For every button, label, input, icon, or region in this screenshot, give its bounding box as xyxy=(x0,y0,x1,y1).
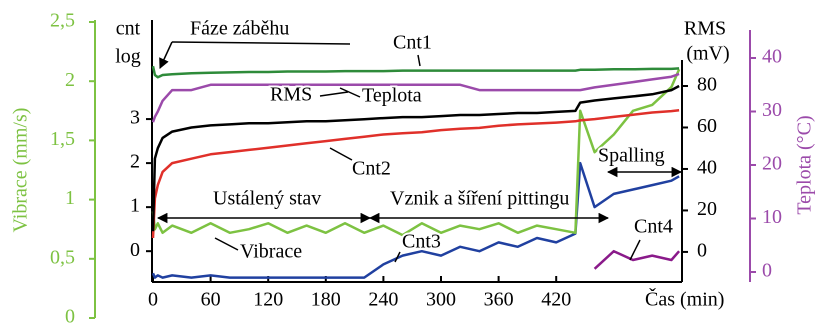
y-tick-label: 40 xyxy=(762,46,782,68)
y-tick-label: 1,5 xyxy=(50,128,75,150)
annotation: Ustálený stav xyxy=(213,188,321,210)
x-tick-label: 180 xyxy=(311,289,341,311)
y-tick-label: 0 xyxy=(65,306,75,324)
series-line xyxy=(151,161,680,279)
y-tick-label: 60 xyxy=(697,115,717,137)
y-tick-label: 0 xyxy=(697,240,707,262)
y-tick-label: 3 xyxy=(130,107,140,129)
y-tick-label: 1 xyxy=(130,195,140,217)
y4-axis-title: Teplota (°C) xyxy=(794,115,816,214)
y-tick-label: 20 xyxy=(762,153,782,175)
annotation-line xyxy=(329,147,353,161)
y-tick-label: 2 xyxy=(130,151,140,173)
x-tick-label: 240 xyxy=(368,289,398,311)
annotation-line xyxy=(319,91,349,97)
annotation: Teplota xyxy=(362,85,422,107)
x-tick-label: 60 xyxy=(201,289,221,311)
annotation: Spalling xyxy=(598,145,665,167)
y-tick-label: 20 xyxy=(697,198,717,220)
annotation: Cnt1 xyxy=(393,32,432,54)
annotation-line xyxy=(417,54,421,67)
annotation-line xyxy=(339,87,361,98)
series-line xyxy=(151,65,680,79)
x-tick-label: 420 xyxy=(541,289,571,311)
annotation-line xyxy=(214,237,239,251)
x-tick-label: 120 xyxy=(253,289,283,311)
y-tick-label: 0 xyxy=(762,260,772,282)
annotation: RMS xyxy=(270,84,312,106)
annotation-line xyxy=(159,41,173,69)
series-line xyxy=(151,109,680,239)
annotation: Cnt2 xyxy=(352,158,391,180)
x-tick-label: 300 xyxy=(426,289,456,311)
series-line xyxy=(151,68,681,237)
annotation-line xyxy=(171,41,351,45)
y-tick-label: 0,5 xyxy=(50,246,75,268)
y-tick-label: 2,5 xyxy=(50,10,75,32)
axes xyxy=(94,20,751,318)
series-line xyxy=(593,249,681,270)
annotation: Cnt4 xyxy=(634,216,673,238)
y-tick-label: 1 xyxy=(65,187,75,209)
annotation: Vznik a šíření pittingu xyxy=(390,188,569,210)
y-axis-title: Vibrace (mm/s) xyxy=(10,108,32,233)
annotation: Vibrace xyxy=(240,241,302,263)
y2-axis-title: cnt xyxy=(116,18,141,40)
annotation-line xyxy=(394,251,401,263)
annotation: Fáze záběhu xyxy=(190,18,289,40)
y-tick-label: 80 xyxy=(697,74,717,96)
x-tick-label: 360 xyxy=(484,289,514,311)
y2-axis-title: log xyxy=(115,46,141,68)
y-tick-label: 10 xyxy=(762,206,782,228)
series-line xyxy=(151,72,680,123)
series-line xyxy=(151,84,680,232)
y3-axis-title: RMS xyxy=(684,18,726,40)
x-tick-label: 0 xyxy=(148,289,158,311)
annotation: Cnt3 xyxy=(402,231,441,253)
y3-axis-title: (mV) xyxy=(686,43,729,65)
annotation-line xyxy=(629,239,641,261)
y-tick-label: 0 xyxy=(130,239,140,261)
x-axis-title: Čas (min) xyxy=(645,287,724,311)
y-tick-label: 40 xyxy=(697,157,717,179)
y-tick-label: 2 xyxy=(65,69,75,91)
y-tick-label: 30 xyxy=(762,99,782,121)
